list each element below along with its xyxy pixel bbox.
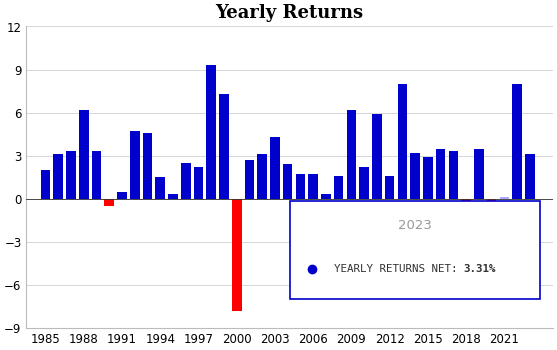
FancyBboxPatch shape bbox=[290, 201, 540, 299]
Bar bbox=[398, 84, 407, 199]
Bar bbox=[283, 164, 292, 199]
Bar bbox=[334, 176, 344, 199]
Bar bbox=[92, 152, 101, 199]
Text: 2023: 2023 bbox=[398, 219, 432, 232]
Bar bbox=[53, 154, 63, 199]
Bar bbox=[117, 191, 127, 199]
Bar bbox=[130, 131, 139, 199]
Bar bbox=[41, 170, 50, 199]
Bar bbox=[461, 199, 471, 213]
Text: YEARLY RETURNS NET:: YEARLY RETURNS NET: bbox=[334, 264, 465, 274]
Bar bbox=[321, 195, 331, 199]
Bar bbox=[270, 137, 280, 199]
Bar bbox=[411, 153, 420, 199]
Bar bbox=[436, 148, 446, 199]
Bar bbox=[423, 157, 433, 199]
Bar bbox=[296, 174, 305, 199]
Bar bbox=[79, 110, 89, 199]
Bar bbox=[168, 195, 178, 199]
Bar bbox=[359, 167, 369, 199]
Bar bbox=[155, 177, 165, 199]
Bar bbox=[448, 152, 458, 199]
Bar bbox=[385, 176, 394, 199]
Bar bbox=[66, 151, 76, 199]
Bar bbox=[372, 114, 382, 199]
Bar bbox=[245, 160, 254, 199]
Bar bbox=[257, 154, 267, 199]
Bar bbox=[500, 197, 509, 199]
Bar bbox=[181, 163, 190, 199]
Bar bbox=[525, 154, 535, 199]
Bar bbox=[512, 84, 522, 199]
Bar bbox=[194, 167, 203, 199]
Text: 3.31%: 3.31% bbox=[463, 264, 496, 274]
Bar bbox=[232, 199, 242, 311]
Bar bbox=[487, 199, 496, 216]
Bar bbox=[474, 148, 483, 199]
Bar bbox=[207, 65, 216, 199]
Bar bbox=[105, 199, 114, 206]
Bar bbox=[309, 174, 318, 199]
Bar bbox=[346, 110, 356, 199]
Title: Yearly Returns: Yearly Returns bbox=[216, 4, 364, 22]
Bar bbox=[219, 94, 229, 199]
Bar bbox=[143, 133, 152, 199]
